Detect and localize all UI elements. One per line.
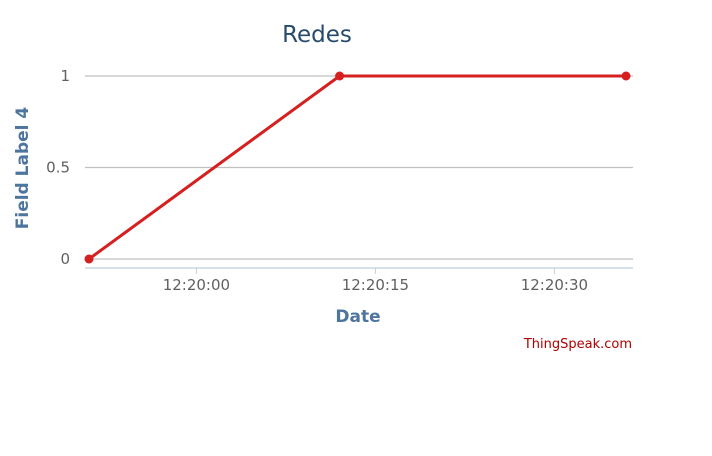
- credits-link[interactable]: ThingSpeak.com: [523, 337, 632, 352]
- y-tick-label: 0: [60, 250, 70, 268]
- gridlines: [85, 75, 633, 260]
- chart-title: Redes: [282, 22, 352, 48]
- x-tick-label: 12:20:30: [521, 276, 588, 294]
- y-tick-labels: 00.51: [46, 67, 70, 268]
- y-tick-label: 1: [60, 67, 70, 85]
- x-axis-title: Date: [335, 307, 380, 327]
- x-tick-label: 12:20:00: [163, 276, 230, 294]
- x-axis: [85, 267, 633, 274]
- x-tick-labels: 12:20:00 12:20:15 12:20:30: [163, 276, 588, 294]
- data-point[interactable]: [84, 254, 94, 264]
- data-point[interactable]: [621, 71, 631, 81]
- data-point[interactable]: [335, 71, 345, 81]
- x-tick-label: 12:20:15: [342, 276, 409, 294]
- y-tick-label: 0.5: [46, 159, 70, 177]
- series-layer: [84, 71, 631, 264]
- y-axis-title: Field Label 4: [13, 107, 33, 230]
